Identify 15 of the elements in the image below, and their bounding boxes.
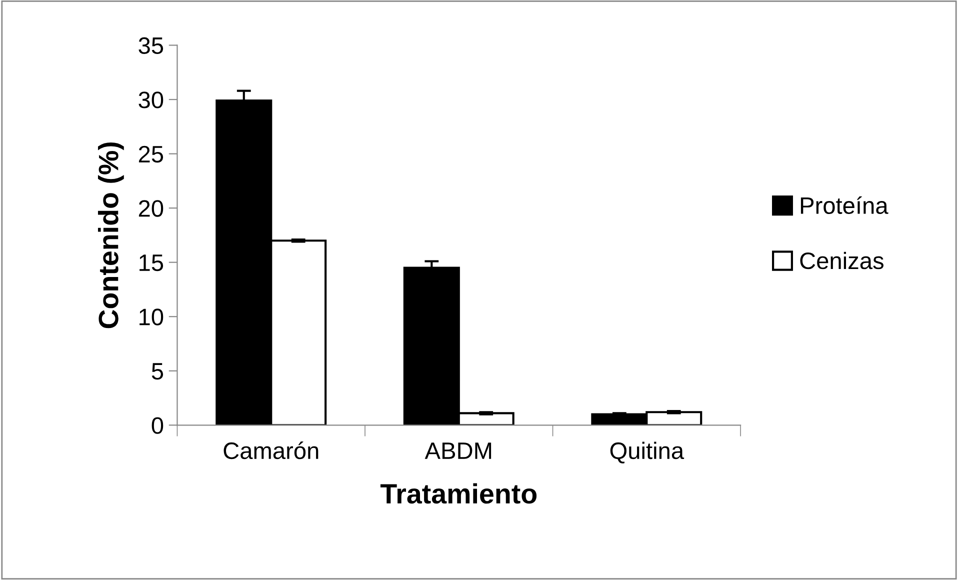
y-tick-label: 15 — [140, 254, 164, 272]
y-tick-label: 0 — [152, 417, 164, 434]
y-axis-title: Contenido (%) — [98, 142, 124, 328]
x-tick-label: Quitina — [610, 442, 684, 464]
legend-label: Cenizas — [800, 252, 884, 270]
y-tick-label: 5 — [152, 363, 164, 380]
y-tick-label: 35 — [138, 37, 164, 54]
y-tick-label: 10 — [140, 308, 164, 326]
y-tick-label: 20 — [138, 200, 164, 217]
y-tick-label: 25 — [138, 146, 164, 163]
legend-label: Proteína — [800, 196, 888, 214]
x-tick-label: Camarón — [224, 442, 318, 460]
y-tick-label: 30 — [138, 92, 164, 108]
x-axis-title: Tratamiento — [380, 483, 537, 504]
x-tick-label: ABDM — [424, 442, 492, 459]
